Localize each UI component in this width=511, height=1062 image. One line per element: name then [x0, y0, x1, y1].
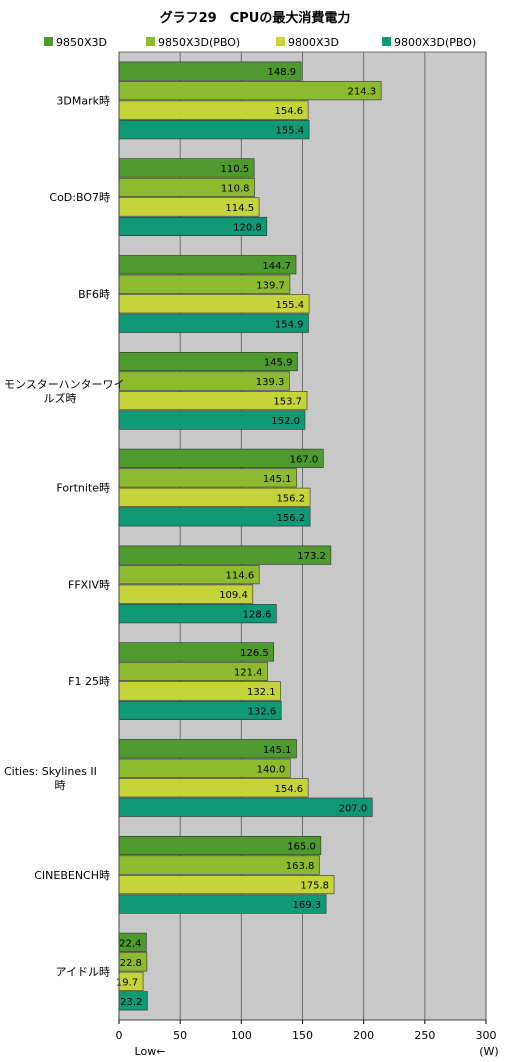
category-label: BF6時: [78, 288, 110, 301]
tick-label: 200: [353, 1029, 374, 1042]
data-label: 110.5: [221, 164, 250, 175]
data-label: 155.4: [275, 300, 304, 311]
data-label: 165.0: [287, 842, 316, 853]
category-label: Fortnite時: [56, 482, 110, 495]
data-label: 110.8: [221, 183, 250, 194]
data-label: 214.3: [348, 87, 377, 98]
legend-label: 9850X3D(PBO): [158, 36, 240, 49]
data-label: 148.9: [268, 67, 297, 78]
data-label: 109.4: [219, 590, 248, 601]
category-label: 時: [55, 779, 66, 792]
tick-label: 300: [476, 1029, 497, 1042]
plot-area: 148.9 214.3 154.6 155.4 110.5 110.8 114.5 120.8…: [116, 52, 487, 1020]
data-label: 145.9: [264, 358, 293, 369]
tick-label: 250: [414, 1029, 435, 1042]
bar: [118, 81, 382, 101]
data-label: 132.1: [247, 687, 276, 698]
legend-swatch: [276, 37, 285, 46]
direction-note: Low←: [135, 1045, 166, 1058]
data-label: 139.3: [256, 377, 285, 388]
data-label: 145.1: [263, 474, 292, 485]
data-label: 152.0: [271, 416, 300, 427]
tick-label: 100: [231, 1029, 252, 1042]
data-label: 175.8: [300, 881, 329, 892]
data-label: 139.7: [256, 280, 285, 291]
category-label: モンスターハンターワイ: [4, 378, 125, 391]
data-label: 132.6: [248, 706, 277, 717]
data-label: 114.6: [226, 571, 255, 582]
unit-label: (W): [479, 1045, 498, 1058]
data-label: 121.4: [234, 667, 263, 678]
data-label: 140.0: [257, 764, 286, 775]
legend-swatch: [382, 37, 391, 46]
legend-swatch: [44, 37, 53, 46]
data-label: 163.8: [286, 861, 315, 872]
category-label: FFXIV時: [68, 578, 110, 591]
data-label: 153.7: [273, 397, 302, 408]
data-label: 19.7: [116, 977, 138, 988]
tick-label: 0: [116, 1029, 123, 1042]
category-label: CoD:BO7時: [49, 191, 110, 204]
legend-swatch: [146, 37, 155, 46]
tick-label: 50: [173, 1029, 187, 1042]
data-label: 156.2: [276, 513, 305, 524]
category-label: CINEBENCH時: [34, 869, 110, 882]
category-label: 3DMark時: [56, 94, 110, 107]
bar: [118, 797, 373, 817]
data-label: 114.5: [225, 203, 254, 214]
data-label: 144.7: [262, 261, 291, 272]
data-label: 145.1: [263, 745, 292, 756]
data-label: 156.2: [276, 493, 305, 504]
data-label: 22.8: [120, 958, 142, 969]
chart-title: グラフ29 CPUの最大消費電力: [160, 10, 351, 26]
data-label: 169.3: [292, 900, 321, 911]
data-label: 207.0: [339, 803, 368, 814]
data-label: 22.4: [119, 938, 141, 949]
data-label: 154.6: [274, 784, 303, 795]
legend-label: 9800X3D(PBO): [394, 36, 476, 49]
category-label: F1 25時: [68, 675, 110, 688]
category-label: アイドル時: [56, 966, 110, 979]
data-label: 173.2: [297, 551, 326, 562]
data-label: 167.0: [290, 454, 319, 465]
tick-label: 150: [292, 1029, 313, 1042]
data-label: 23.2: [120, 997, 142, 1008]
data-label: 128.6: [243, 610, 272, 621]
data-label: 154.6: [274, 106, 303, 117]
data-label: 120.8: [233, 222, 262, 233]
legend-label: 9800X3D: [288, 36, 339, 49]
data-label: 155.4: [275, 126, 304, 137]
data-label: 126.5: [240, 648, 269, 659]
category-label: ルズ時: [44, 391, 77, 405]
legend: 9850X3D 9850X3D(PBO) 9800X3D 9800X3D(PBO): [44, 36, 476, 49]
legend-label: 9850X3D: [56, 36, 107, 49]
category-label: Cities: Skylines II: [4, 765, 97, 778]
data-label: 154.9: [275, 319, 304, 330]
